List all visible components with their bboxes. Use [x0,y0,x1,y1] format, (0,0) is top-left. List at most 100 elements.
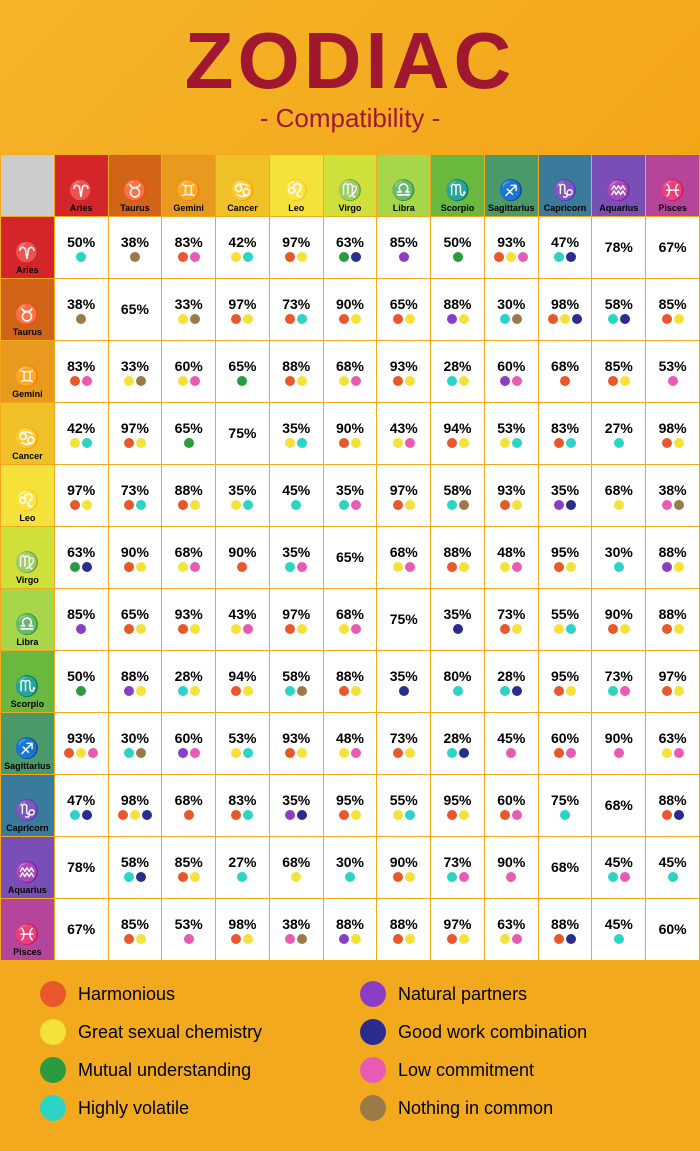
percentage: 45% [270,482,323,498]
cell: 90% [108,527,162,589]
legend-label: Good work combination [398,1022,587,1043]
col-head-pisces: ♓Pisces [646,155,700,217]
trait-dots [592,872,645,882]
percentage: 38% [55,296,108,312]
trait-dot-icon [512,810,522,820]
trait-dot-icon [178,686,188,696]
percentage: 68% [162,544,215,560]
trait-dot-icon [70,438,80,448]
cell: 35% [269,403,323,465]
trait-dots [646,376,699,386]
percentage: 80% [431,668,484,684]
percentage: 65% [109,301,162,317]
percentage: 85% [55,606,108,622]
percentage: 94% [431,420,484,436]
cell: 30% [592,527,646,589]
percentage: 73% [485,606,538,622]
sign-label: Pisces [658,203,687,213]
cell: 75% [377,589,431,651]
trait-dot-icon [124,748,134,758]
percentage: 75% [216,425,269,441]
percentage: 93% [162,606,215,622]
trait-dot-icon [674,500,684,510]
sign-label: Cancer [12,451,43,461]
percentage: 33% [162,296,215,312]
trait-dots [377,438,430,448]
trait-dot-icon [459,314,469,324]
percentage: 67% [646,239,699,255]
trait-dots [646,562,699,572]
trait-dot-icon [339,810,349,820]
percentage: 85% [162,854,215,870]
trait-dot-icon [237,872,247,882]
cell: 28% [431,713,485,775]
trait-dots [55,810,108,820]
cell: 73% [377,713,431,775]
trait-dot-icon [393,376,403,386]
trait-dot-icon [285,438,295,448]
percentage: 65% [377,296,430,312]
row-head-cancer: ♋Cancer [1,403,55,465]
percentage: 78% [55,859,108,875]
trait-dot-icon [453,686,463,696]
trait-dot-icon [614,438,624,448]
trait-dot-icon [459,376,469,386]
trait-dot-icon [560,376,570,386]
trait-dots [377,748,430,758]
compatibility-table: ♈Aries♉Taurus♊Gemini♋Cancer♌Leo♍Virgo♎Li… [0,154,700,961]
trait-dots [646,872,699,882]
trait-dots [162,624,215,634]
cell: 88% [646,527,700,589]
trait-dots [485,872,538,882]
percentage: 68% [324,358,377,374]
trait-dots [377,810,430,820]
trait-dot-icon [554,748,564,758]
trait-dots [109,500,162,510]
trait-dots [431,252,484,262]
percentage: 30% [109,730,162,746]
trait-dot-icon [560,810,570,820]
trait-dot-icon [662,438,672,448]
trait-dots [216,376,269,386]
cell: 78% [592,217,646,279]
trait-dots [270,376,323,386]
cell: 55% [538,589,592,651]
trait-dot-icon [405,438,415,448]
cell: 83% [54,341,108,403]
cell: 98% [538,279,592,341]
trait-dot-icon [620,314,630,324]
cell: 88% [538,899,592,961]
aquarius-glyph-icon: ♒ [1,863,54,883]
trait-dots [55,562,108,572]
row-head-aquarius: ♒Aquarius [1,837,55,899]
trait-dot-icon [297,252,307,262]
trait-dot-icon [178,376,188,386]
trait-dot-icon [339,438,349,448]
trait-dots [216,252,269,262]
trait-dot-icon [614,500,624,510]
percentage: 95% [431,792,484,808]
trait-dots [270,624,323,634]
cell: 95% [538,527,592,589]
legend-dot-icon [360,1057,386,1083]
trait-dot-icon [608,314,618,324]
row-head-scorpio: ♏Scorpio [1,651,55,713]
trait-dot-icon [118,810,128,820]
trait-dots [431,686,484,696]
trait-dots [592,438,645,448]
trait-dot-icon [608,624,618,634]
percentage: 27% [592,420,645,436]
trait-dot-icon [405,562,415,572]
capricorn-glyph-icon: ♑ [539,181,592,201]
taurus-glyph-icon: ♉ [109,181,162,201]
percentage: 94% [216,668,269,684]
cell: 88% [323,899,377,961]
percentage: 53% [485,420,538,436]
percentage: 28% [162,668,215,684]
percentage: 98% [539,296,592,312]
trait-dot-icon [512,686,522,696]
trait-dot-icon [339,314,349,324]
trait-dots [377,872,430,882]
cell: 88% [269,341,323,403]
trait-dot-icon [285,934,295,944]
